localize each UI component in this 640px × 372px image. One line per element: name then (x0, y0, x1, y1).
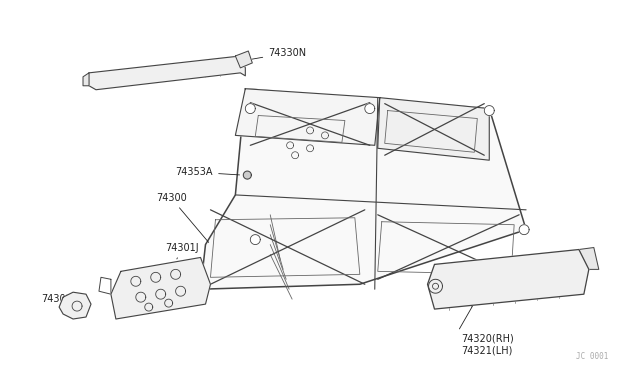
Polygon shape (236, 89, 380, 145)
Text: 74320(RH): 74320(RH) (461, 334, 514, 344)
Polygon shape (428, 250, 589, 309)
Text: 74301J: 74301J (166, 243, 199, 259)
Text: 74301H: 74301H (41, 294, 79, 304)
Polygon shape (484, 106, 494, 116)
Polygon shape (111, 257, 211, 319)
Polygon shape (196, 284, 205, 294)
Polygon shape (151, 272, 161, 282)
Polygon shape (429, 279, 442, 293)
Polygon shape (171, 269, 180, 279)
Polygon shape (175, 286, 186, 296)
Polygon shape (131, 276, 141, 286)
Polygon shape (83, 73, 89, 86)
Polygon shape (59, 292, 91, 319)
Polygon shape (136, 292, 146, 302)
Polygon shape (365, 104, 375, 113)
Text: 74353A: 74353A (175, 167, 239, 177)
Polygon shape (236, 51, 252, 68)
Polygon shape (243, 171, 252, 179)
Polygon shape (200, 89, 526, 289)
Polygon shape (519, 225, 529, 235)
Text: 74321(LH): 74321(LH) (461, 346, 513, 356)
Text: JC 0001: JC 0001 (577, 352, 609, 361)
Polygon shape (378, 98, 489, 160)
Polygon shape (579, 247, 599, 269)
Polygon shape (250, 235, 260, 244)
Polygon shape (89, 56, 245, 90)
Polygon shape (245, 104, 255, 113)
Polygon shape (156, 289, 166, 299)
Text: 74330N: 74330N (233, 48, 307, 62)
Text: 74300: 74300 (156, 193, 209, 243)
Polygon shape (72, 301, 82, 311)
